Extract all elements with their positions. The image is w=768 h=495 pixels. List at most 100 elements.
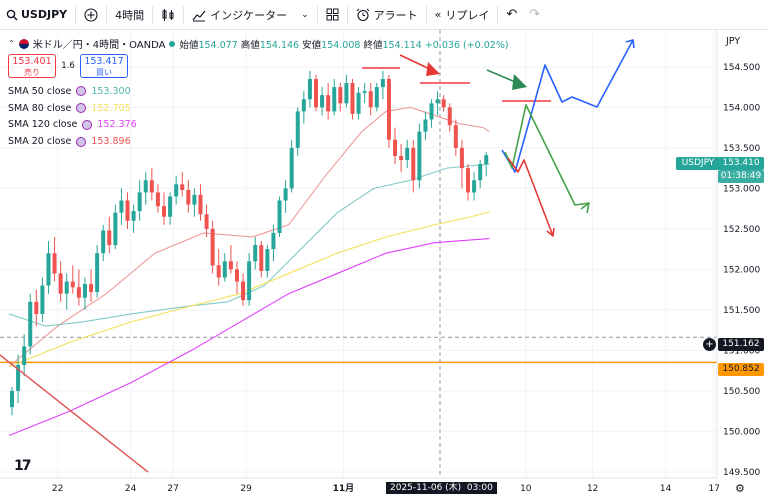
candle-body <box>320 95 325 108</box>
collapse-chevron-icon[interactable]: ⌃ <box>8 39 15 48</box>
candle-body <box>332 87 337 112</box>
horizontal-lines <box>0 30 717 478</box>
candle-body <box>34 301 39 314</box>
candle-body <box>168 196 173 217</box>
status-dot-icon <box>169 40 176 47</box>
sma-120-row[interactable]: SMA 120 close 152.376 <box>8 119 137 131</box>
candle-body <box>180 184 185 190</box>
candle-body <box>82 283 87 298</box>
candle-body <box>174 184 179 197</box>
candle-body <box>131 211 136 221</box>
interval-button[interactable]: 4時間 <box>109 0 150 30</box>
candle-body <box>417 131 422 181</box>
price-tick-label: 153.500 <box>723 144 760 154</box>
price-tick-label: 150.000 <box>723 427 760 437</box>
candle-body <box>76 287 81 298</box>
settings-gear-icon[interactable]: ⚙ <box>735 482 745 495</box>
indicators-button[interactable]: インジケーター ⌄ <box>186 0 315 30</box>
arrowhead <box>426 62 440 76</box>
sma-line <box>8 238 490 436</box>
candle-body <box>119 200 124 213</box>
candle-body <box>58 273 63 294</box>
price-tick-label: 154.500 <box>723 63 760 73</box>
alert-button[interactable]: アラート <box>350 0 424 30</box>
sma-legend: SMA 50 close 153.300 SMA 80 close 152.705 … <box>8 83 137 150</box>
symbol-search[interactable]: USDJPY <box>0 0 73 30</box>
sma-80-row[interactable]: SMA 80 close 152.705 <box>8 102 131 114</box>
candle-body <box>137 192 142 212</box>
candle-body <box>478 164 483 181</box>
alarm-clock-icon <box>356 8 370 21</box>
price-tick-label: 152.500 <box>723 225 760 235</box>
candle-body <box>423 119 428 132</box>
candle-body <box>89 283 94 293</box>
interval-label: 4時間 <box>115 8 145 22</box>
arrowhead <box>625 39 635 49</box>
compare-button[interactable] <box>78 0 104 30</box>
chart-type-button[interactable] <box>155 0 181 30</box>
candle-body <box>143 180 148 193</box>
time-tick-label: 11月 <box>333 483 355 494</box>
undo-icon: ↶ <box>506 7 518 22</box>
candle-body <box>113 212 118 246</box>
candle-body <box>362 91 367 93</box>
candle-body <box>277 200 282 233</box>
sma-20-row[interactable]: SMA 20 close 153.896 <box>8 136 131 148</box>
candle-body <box>210 228 215 266</box>
time-tick-label: 12 <box>587 484 598 494</box>
buy-button[interactable]: 153.417 買い <box>80 54 128 78</box>
candle-body <box>435 99 440 104</box>
alert-label: アラート <box>373 8 418 22</box>
arrowhead <box>512 74 527 90</box>
sell-button[interactable]: 153.401 売り <box>8 54 56 78</box>
candle-body <box>28 301 33 347</box>
candle-body <box>429 103 434 120</box>
arrowhead <box>580 202 590 214</box>
time-tick-label: 14 <box>660 484 672 494</box>
replay-button[interactable]: « リプレイ <box>429 0 496 30</box>
crosshair-plus-icon[interactable]: + <box>703 338 716 351</box>
candle-body <box>380 78 385 88</box>
plus-circle-icon <box>84 7 98 22</box>
price-axis: 149.500 150.000 150.500 151.000 151.500 152.0… <box>723 63 760 478</box>
currency-label[interactable]: JPY <box>726 36 741 47</box>
scenario-path-blue <box>501 39 634 173</box>
arrowhead <box>546 227 555 237</box>
candle-body <box>411 147 416 181</box>
candle-body <box>234 269 239 282</box>
candle-body <box>301 99 306 112</box>
drawing-tools <box>0 39 635 473</box>
candle-body <box>326 95 331 112</box>
candle-body <box>52 253 57 274</box>
candle-body <box>405 147 410 161</box>
layout-button[interactable] <box>320 0 345 30</box>
trade-buttons: 153.401 売り 1.6 153.417 買い <box>8 54 128 78</box>
time-tick-label: 24 <box>125 484 137 494</box>
candle-body <box>399 155 404 161</box>
redo-button[interactable]: ↷ <box>523 0 546 30</box>
ohlc-values: 始値154.077 高値154.146 安値154.008 終値154.114 … <box>179 39 509 51</box>
candle-body <box>247 261 252 301</box>
time-tick-label: 29 <box>240 484 252 494</box>
flag-icon <box>18 38 29 49</box>
undo-button[interactable]: ↶ <box>500 0 523 30</box>
candle-body <box>259 245 264 272</box>
candle-body <box>125 200 130 221</box>
price-tick-label: 151.500 <box>723 306 760 316</box>
chart-legend: ⌃ 米ドル／円・4時間・OANDA 始値154.077 高値154.146 安値… <box>8 36 509 51</box>
candle-body <box>295 111 300 148</box>
chevron-down-icon[interactable]: ⌄ <box>301 9 309 20</box>
sma-50-row[interactable]: SMA 50 close 153.300 <box>8 85 131 97</box>
candle-body <box>192 194 197 205</box>
candle-body <box>466 168 470 193</box>
candle-body <box>393 139 398 156</box>
candle-body <box>289 147 294 189</box>
candle-body <box>155 192 160 207</box>
candle-body <box>356 92 361 114</box>
indicators-label: インジケーター <box>210 8 288 22</box>
price-tick-label: 149.500 <box>723 468 760 478</box>
candle-body <box>10 390 14 408</box>
grid-layout-icon <box>326 8 339 21</box>
candle-body <box>149 180 154 193</box>
